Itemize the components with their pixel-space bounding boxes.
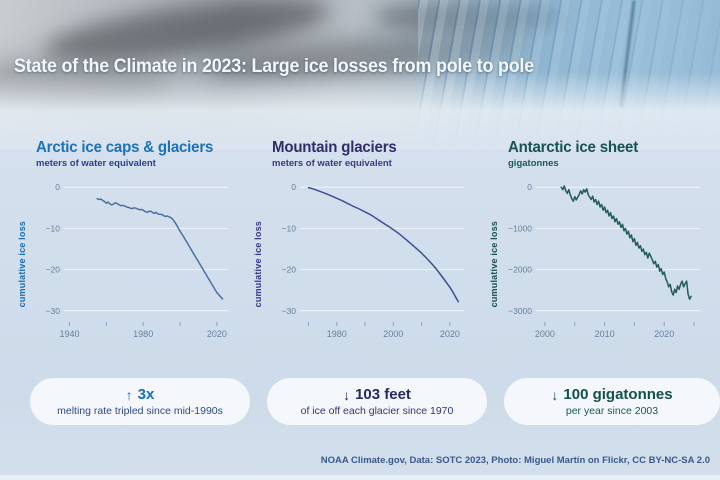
svg-text:2020: 2020 xyxy=(440,329,460,339)
antarctic-stat-value: 100 gigatonnes xyxy=(563,385,673,403)
bottom-strip xyxy=(0,475,720,480)
mountain-stat-pill: ↓ 103 feet of ice off each glacier since… xyxy=(267,378,487,425)
svg-text:−10: −10 xyxy=(282,223,297,233)
arctic-stat-description: melting rate tripled since mid-1990s xyxy=(57,404,223,417)
svg-text:−20: −20 xyxy=(46,265,61,275)
svg-text:−3000: −3000 xyxy=(508,306,532,316)
svg-text:2000: 2000 xyxy=(383,329,403,339)
antarctic-chart-subtitle: gigatonnes xyxy=(508,158,559,169)
svg-text:2000: 2000 xyxy=(535,329,555,339)
svg-text:−10: −10 xyxy=(46,223,61,233)
arctic-chart-subtitle: meters of water equivalent xyxy=(36,158,156,169)
mountain-chart-subtitle: meters of water equivalent xyxy=(272,158,392,169)
mountain-stat-value: 103 feet xyxy=(355,385,411,403)
down-arrow-icon: ↓ xyxy=(551,386,559,403)
antarctic-line-chart: 0 −1000 −2000 −3000 2000 2010 2020 xyxy=(508,182,700,339)
svg-text:−30: −30 xyxy=(282,306,297,316)
antarctic-chart-section: Antarctic ice sheet gigatonnes cumulativ… xyxy=(472,139,706,343)
mountain-ylabel: cumulative ice loss xyxy=(253,220,263,308)
svg-text:−30: −30 xyxy=(46,306,61,316)
down-arrow-icon: ↓ xyxy=(343,386,351,403)
antarctic-ylabel: cumulative ice loss xyxy=(489,220,499,308)
antarctic-stat-pill: ↓ 100 gigatonnes per year since 2003 xyxy=(504,378,720,425)
arctic-chart-title: Arctic ice caps & glaciers xyxy=(36,139,214,156)
stat-pills-row: ↑ 3x melting rate tripled since mid-1990… xyxy=(0,378,720,425)
arctic-stat-pill: ↑ 3x melting rate tripled since mid-1990… xyxy=(30,378,250,425)
svg-text:2020: 2020 xyxy=(654,329,674,339)
mountain-line-chart: 0 −10 −20 −30 1980 2000 2020 xyxy=(282,182,464,339)
snow-fade xyxy=(0,72,720,150)
svg-text:0: 0 xyxy=(291,182,296,192)
svg-text:−1000: −1000 xyxy=(508,223,532,233)
credit-line: NOAA Climate.gov, Data: SOTC 2023, Photo… xyxy=(320,455,710,466)
arctic-stat-value: 3x xyxy=(137,385,155,403)
charts-row: Arctic ice caps & glaciers meters of wat… xyxy=(0,139,720,343)
arctic-line-chart: 0 −10 −20 −30 1940 1980 2020 xyxy=(46,182,228,339)
mountain-stat-description: of ice off each glacier since 1970 xyxy=(300,404,454,417)
mountain-chart-title: Mountain glaciers xyxy=(272,139,397,156)
arctic-ylabel: cumulative ice loss xyxy=(17,220,27,308)
antarctic-stat-description: per year since 2003 xyxy=(565,404,659,417)
page-title: State of the Climate in 2023: Large ice … xyxy=(14,56,534,77)
up-arrow-icon: ↑ xyxy=(125,386,133,403)
arctic-chart-section: Arctic ice caps & glaciers meters of wat… xyxy=(0,139,236,343)
svg-text:1940: 1940 xyxy=(59,329,79,339)
svg-text:2020: 2020 xyxy=(207,329,227,339)
svg-text:2010: 2010 xyxy=(595,329,615,339)
svg-text:0: 0 xyxy=(55,182,60,192)
svg-text:−2000: −2000 xyxy=(508,265,532,275)
svg-text:1980: 1980 xyxy=(327,329,347,339)
svg-text:0: 0 xyxy=(527,182,532,192)
svg-text:1980: 1980 xyxy=(133,329,153,339)
glacier-photo xyxy=(0,0,720,150)
svg-text:−20: −20 xyxy=(282,265,297,275)
antarctic-chart-title: Antarctic ice sheet xyxy=(508,139,639,156)
mountain-chart-section: Mountain glaciers meters of water equiva… xyxy=(236,139,472,343)
